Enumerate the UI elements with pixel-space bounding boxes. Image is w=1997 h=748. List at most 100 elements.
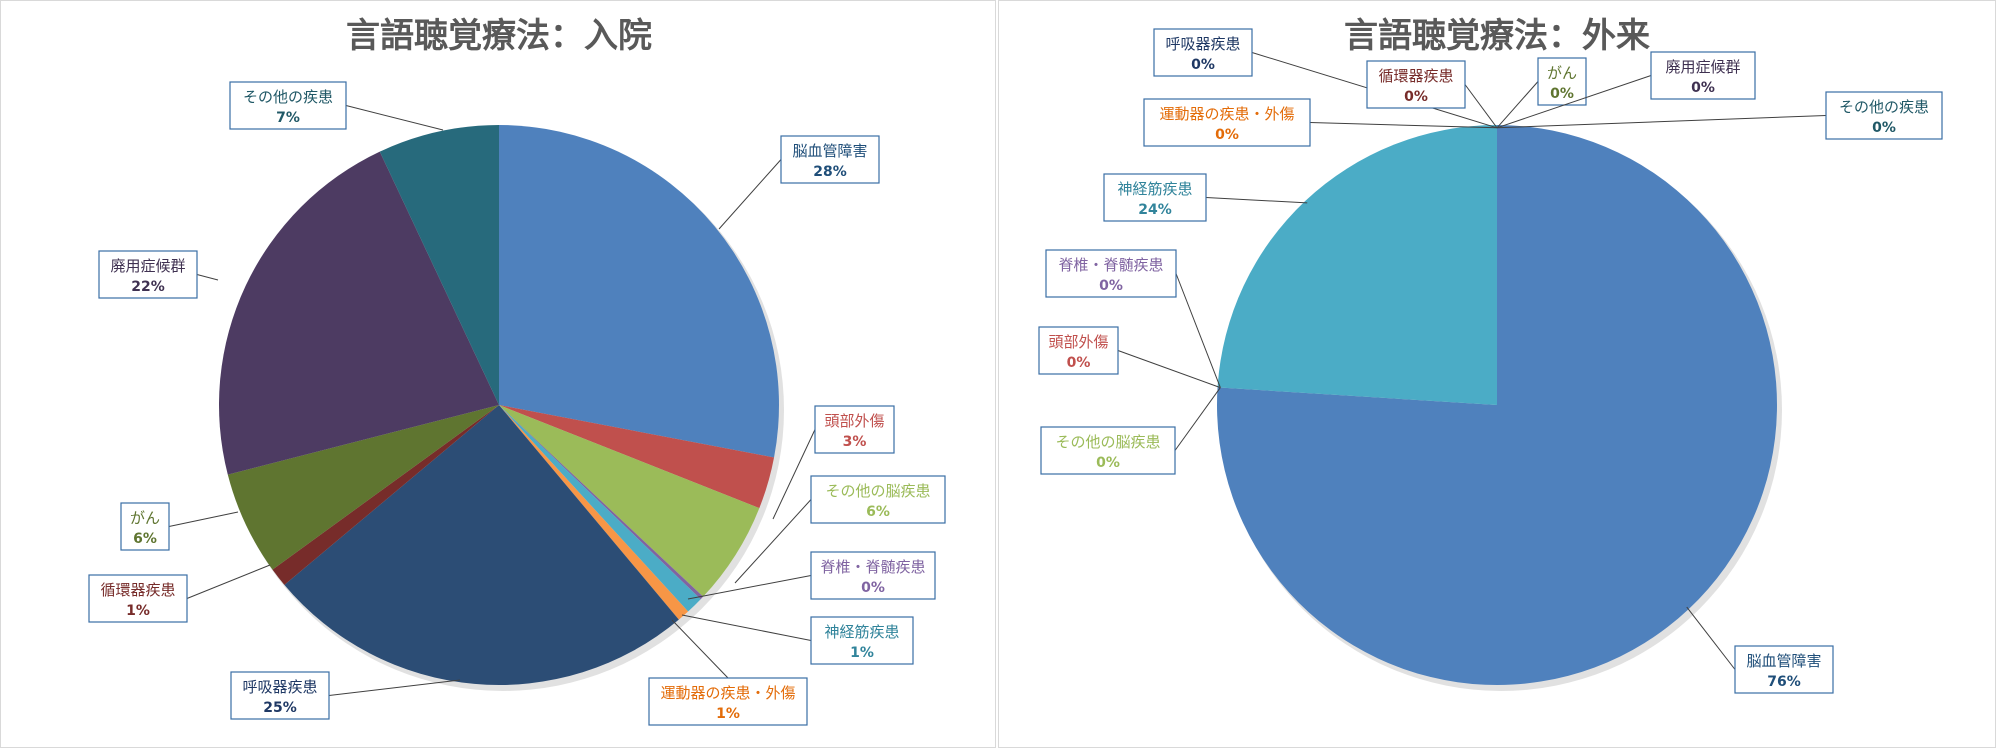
data-label-box	[810, 551, 936, 600]
data-label-percent: 3%	[843, 434, 867, 450]
data-label-category: 循環器疾患	[1378, 67, 1453, 85]
data-label-box	[230, 671, 330, 720]
leader-line	[168, 511, 239, 527]
pie-slice	[218, 151, 499, 475]
leader-line	[1496, 115, 1827, 129]
data-label-percent: 28%	[813, 164, 847, 180]
data-label-percent: 24%	[1138, 202, 1172, 218]
data-label-box	[120, 502, 170, 551]
data-label-category: 神経筋疾患	[824, 623, 899, 641]
pie-slice	[499, 125, 779, 458]
data-label-box	[1038, 326, 1119, 375]
leader-line	[681, 614, 812, 641]
chart-title-outpatient: 言語聴覚療法：外来	[1344, 16, 1650, 56]
data-label-box	[648, 677, 808, 726]
data-label-category: 脊椎・脊髄疾患	[1058, 256, 1163, 274]
leader-line	[196, 274, 219, 281]
data-labels-inpatient: 脳血管障害 28% 頭部外傷 3% その他の脳疾患 6% 脊椎・脊髄疾患 0% 神経筋疾患 1% 運…	[88, 81, 946, 726]
data-label-percent: 0%	[861, 580, 885, 596]
data-label-box	[229, 81, 347, 130]
data-label-percent: 0%	[1691, 80, 1715, 96]
data-label-box	[1650, 51, 1756, 100]
leader-line	[1686, 606, 1736, 670]
data-label-percent: 1%	[850, 645, 874, 661]
pie-slices-outpatient	[1217, 125, 1782, 691]
data-label-percent: 22%	[131, 279, 165, 295]
data-label-category: がん	[130, 509, 160, 527]
data-label-box	[1103, 173, 1207, 222]
data-label-percent: 1%	[716, 706, 740, 722]
pie-slice	[1217, 125, 1497, 405]
data-label-category: 脳血管障害	[792, 142, 867, 160]
data-label-category: 脳血管障害	[1746, 652, 1821, 670]
data-label-box	[1734, 645, 1834, 694]
data-label-box	[810, 616, 914, 665]
pie-slice	[499, 405, 775, 509]
pie-slice	[499, 405, 760, 597]
data-label-percent: 0%	[1215, 127, 1239, 143]
data-label-category: 廃用症候群	[110, 257, 185, 275]
data-label-box	[1825, 91, 1943, 140]
data-label-box	[88, 574, 188, 623]
data-label-box	[1045, 249, 1177, 298]
data-label-box	[780, 135, 880, 184]
leader-line	[734, 499, 812, 584]
data-label-category: 神経筋疾患	[1117, 180, 1192, 198]
leader-line	[1205, 197, 1308, 204]
leader-line	[1175, 273, 1221, 388]
data-label-box	[1366, 60, 1466, 109]
pie-slice	[499, 405, 704, 600]
chart-title-inpatient: 言語聴覚療法：入院	[346, 16, 652, 56]
leader-line	[671, 619, 729, 679]
pie-chart-outpatient: 言語聴覚療法：外来 脳血管障害 76% 頭部外傷 0% その他の脳疾患 0% 脊椎・脊髄疾患…	[1038, 16, 1943, 694]
leader-line	[772, 429, 816, 520]
data-label-percent: 0%	[1404, 89, 1428, 105]
leader-line	[1117, 350, 1221, 389]
data-label-category: 呼吸器疾患	[242, 678, 317, 696]
leader-line	[1464, 84, 1498, 129]
leader-line	[1496, 81, 1539, 129]
data-label-box	[1143, 98, 1311, 147]
pie-slice	[499, 405, 701, 612]
pie-slice	[379, 125, 499, 405]
data-label-percent: 6%	[866, 504, 890, 520]
pie-slice	[227, 405, 499, 570]
pie-slice	[284, 405, 679, 685]
data-label-box	[814, 405, 895, 454]
data-label-category: その他の脳疾患	[1055, 433, 1160, 451]
data-label-box	[810, 475, 946, 524]
data-label-category: その他の疾患	[243, 88, 333, 106]
leader-line	[1496, 75, 1652, 129]
data-label-percent: 0%	[1550, 86, 1574, 102]
data-label-percent: 25%	[263, 700, 297, 716]
data-labels-outpatient: 脳血管障害 76% 頭部外傷 0% その他の脳疾患 0% 脊椎・脊髄疾患 0% 神経筋疾患 24%…	[1038, 28, 1943, 694]
leader-line	[345, 105, 444, 131]
data-label-box	[1040, 426, 1176, 475]
data-label-category: がん	[1547, 64, 1577, 82]
pie-slice	[272, 405, 499, 585]
data-label-percent: 0%	[1067, 355, 1091, 371]
pie-slices-inpatient	[218, 125, 784, 691]
data-label-category: 運動器の疾患・外傷	[1159, 105, 1294, 123]
data-label-category: 頭部外傷	[824, 412, 884, 430]
leader-line	[718, 159, 782, 230]
data-label-category: 呼吸器疾患	[1165, 35, 1240, 53]
leader-line	[1309, 122, 1498, 129]
data-label-category: 頭部外傷	[1048, 333, 1108, 351]
data-label-category: 脊椎・脊髄疾患	[820, 558, 925, 576]
leader-line	[1174, 387, 1221, 451]
data-label-percent: 7%	[276, 110, 300, 126]
data-label-category: その他の疾患	[1839, 98, 1929, 116]
pie-chart-inpatient: 言語聴覚療法：入院 脳血管障害 28% 頭部外傷 3% その他の脳疾患 6% 脊椎・脊髄疾患…	[88, 16, 946, 726]
leader-line	[687, 575, 812, 600]
data-label-percent: 0%	[1191, 57, 1215, 73]
data-label-percent: 76%	[1767, 674, 1801, 690]
data-label-category: その他の脳疾患	[825, 482, 930, 500]
data-label-box	[98, 250, 198, 299]
data-label-percent: 1%	[126, 603, 150, 619]
data-label-category: 循環器疾患	[100, 581, 175, 599]
leader-line	[186, 564, 271, 599]
data-label-percent: 6%	[133, 531, 157, 547]
data-label-percent: 0%	[1096, 455, 1120, 471]
